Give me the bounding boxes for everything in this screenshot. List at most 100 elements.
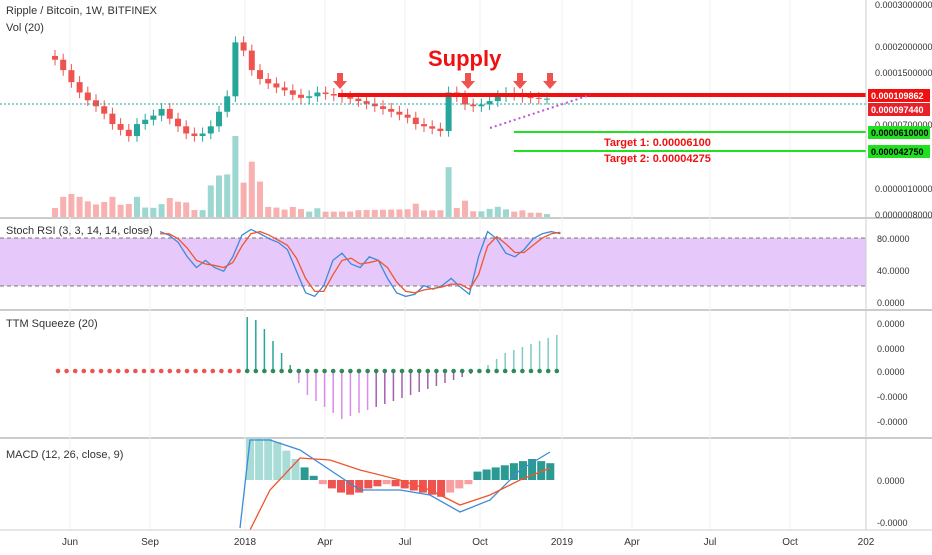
candle-body bbox=[445, 92, 452, 132]
volume-bar bbox=[207, 185, 214, 217]
ttm-dot bbox=[279, 368, 284, 374]
volume-bar bbox=[347, 211, 354, 217]
time-tick-label: Jul bbox=[399, 537, 412, 548]
macd-bar bbox=[300, 467, 309, 480]
volume-bar bbox=[273, 207, 280, 217]
ttm-dot bbox=[64, 368, 69, 374]
volume-bar bbox=[257, 181, 263, 217]
candle-body bbox=[388, 108, 395, 112]
symbol-title: Ripple / Bitcoin, 1W, BITFINEX bbox=[6, 5, 158, 17]
ttm-dot bbox=[167, 368, 173, 374]
macd-bar bbox=[509, 463, 518, 480]
candle-body bbox=[355, 98, 362, 102]
ttm-dot bbox=[373, 368, 379, 374]
candle-body bbox=[257, 70, 263, 79]
ttm-dot bbox=[391, 368, 396, 374]
ttm-dot bbox=[322, 368, 327, 374]
stoch-lines bbox=[159, 228, 561, 298]
ttm-dot bbox=[115, 368, 121, 374]
candle-body bbox=[478, 104, 485, 107]
candle-body bbox=[60, 59, 67, 71]
volume-bar bbox=[60, 196, 67, 217]
volume-title: Vol (20) bbox=[6, 22, 44, 34]
candle-body bbox=[396, 111, 403, 115]
ttm-dot bbox=[459, 368, 465, 374]
ttm-dot bbox=[339, 368, 345, 374]
macd-bar bbox=[246, 438, 254, 480]
arrow-down-icon bbox=[543, 81, 557, 89]
stoch-band bbox=[0, 238, 866, 286]
volume-bar bbox=[478, 211, 485, 217]
volume-bar bbox=[142, 207, 149, 217]
macd-bar bbox=[528, 459, 537, 480]
volume-bar bbox=[306, 211, 313, 217]
macd-bar bbox=[291, 459, 300, 480]
ttm-dot bbox=[511, 368, 517, 374]
volume-bar bbox=[462, 200, 468, 217]
candle-body bbox=[183, 126, 190, 134]
ttm-dot bbox=[270, 368, 276, 374]
macd-bar bbox=[337, 480, 345, 493]
macd-histogram bbox=[239, 438, 555, 531]
macd-bar bbox=[255, 438, 264, 480]
arrow-down-icon bbox=[461, 81, 475, 89]
candle-body bbox=[527, 97, 534, 99]
candle-body bbox=[265, 78, 272, 84]
macd-bar bbox=[309, 475, 318, 480]
candle-body bbox=[289, 90, 296, 95]
volume-bar bbox=[68, 194, 75, 217]
ttm-dot bbox=[502, 368, 508, 374]
ttm-dot bbox=[528, 368, 534, 374]
candle-body bbox=[150, 115, 157, 120]
candle-body bbox=[101, 106, 108, 114]
ttm-dot bbox=[227, 368, 233, 374]
volume-bar bbox=[314, 208, 321, 217]
candle-body bbox=[166, 108, 173, 119]
volume-bar bbox=[544, 214, 550, 217]
ttm-tick-label: 0.0000 bbox=[877, 319, 905, 329]
ttm-title: TTM Squeeze (20) bbox=[6, 318, 98, 330]
time-tick-label: Apr bbox=[624, 537, 640, 548]
ttm-dot bbox=[150, 368, 155, 374]
macd-bar bbox=[428, 480, 436, 495]
candle-body bbox=[330, 94, 337, 96]
ttm-dot bbox=[55, 368, 61, 374]
ttm-dot bbox=[133, 368, 138, 374]
candle-body bbox=[363, 101, 370, 104]
candle-body bbox=[486, 101, 493, 105]
macd-bar bbox=[282, 450, 291, 480]
price-marker bbox=[868, 126, 930, 139]
ttm-dot bbox=[382, 368, 388, 374]
ttm-dot bbox=[554, 368, 560, 374]
time-tick-label: Sep bbox=[141, 537, 159, 548]
macd-bar bbox=[391, 480, 400, 487]
candle-body bbox=[429, 126, 436, 129]
volume-bar bbox=[289, 206, 296, 217]
arrow-down-icon bbox=[337, 73, 343, 81]
time-tick-label: Jun bbox=[62, 537, 78, 548]
ttm-dot bbox=[98, 368, 104, 374]
ttm-dot bbox=[184, 368, 190, 374]
price-marker bbox=[868, 145, 930, 158]
volume-bar bbox=[265, 206, 272, 217]
time-axis[interactable]: Jun Sep 2018 Apr Jul Oct 2019 Apr Jul Oct 202 bbox=[62, 537, 875, 548]
macd-tick-label: -0.0000 bbox=[877, 518, 908, 528]
volume-bar bbox=[117, 204, 124, 217]
volume-bar bbox=[93, 204, 99, 217]
macd-tick-label: 0.0000 bbox=[877, 476, 905, 486]
volume-bar bbox=[150, 207, 157, 217]
price-axis[interactable]: 0.0003000000 0.0002000000 0.0001500000 0.00… bbox=[875, 0, 932, 528]
ttm-dot bbox=[399, 368, 405, 374]
candle-body bbox=[216, 111, 222, 127]
candle-body bbox=[191, 133, 198, 137]
price-marker-label: 0.000109862 bbox=[871, 91, 924, 101]
ttm-dot bbox=[451, 368, 456, 374]
time-tick-label: Jul bbox=[704, 537, 717, 548]
macd-signal-line bbox=[249, 457, 551, 531]
volume-bar bbox=[101, 202, 108, 217]
arrow-down-icon bbox=[517, 73, 523, 81]
ttm-dot bbox=[262, 368, 267, 374]
supply-arrows bbox=[333, 73, 557, 89]
